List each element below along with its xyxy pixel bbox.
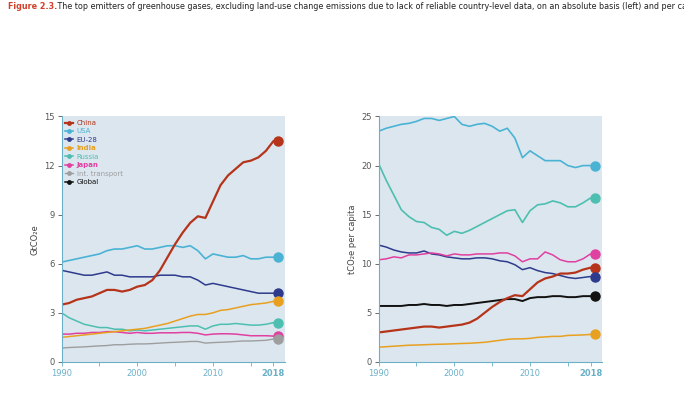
Text: Figure 2.3.: Figure 2.3. bbox=[8, 2, 57, 11]
Y-axis label: tCO₂e per capita: tCO₂e per capita bbox=[348, 204, 357, 274]
Text: The top emitters of greenhouse gases, excluding land-use change emissions due to: The top emitters of greenhouse gases, ex… bbox=[55, 2, 684, 11]
Legend: China, USA, EU-28, India, Russia, Japan, Int. transport, Global: China, USA, EU-28, India, Russia, Japan,… bbox=[65, 120, 123, 185]
Y-axis label: GtCO₂e: GtCO₂e bbox=[31, 224, 40, 255]
